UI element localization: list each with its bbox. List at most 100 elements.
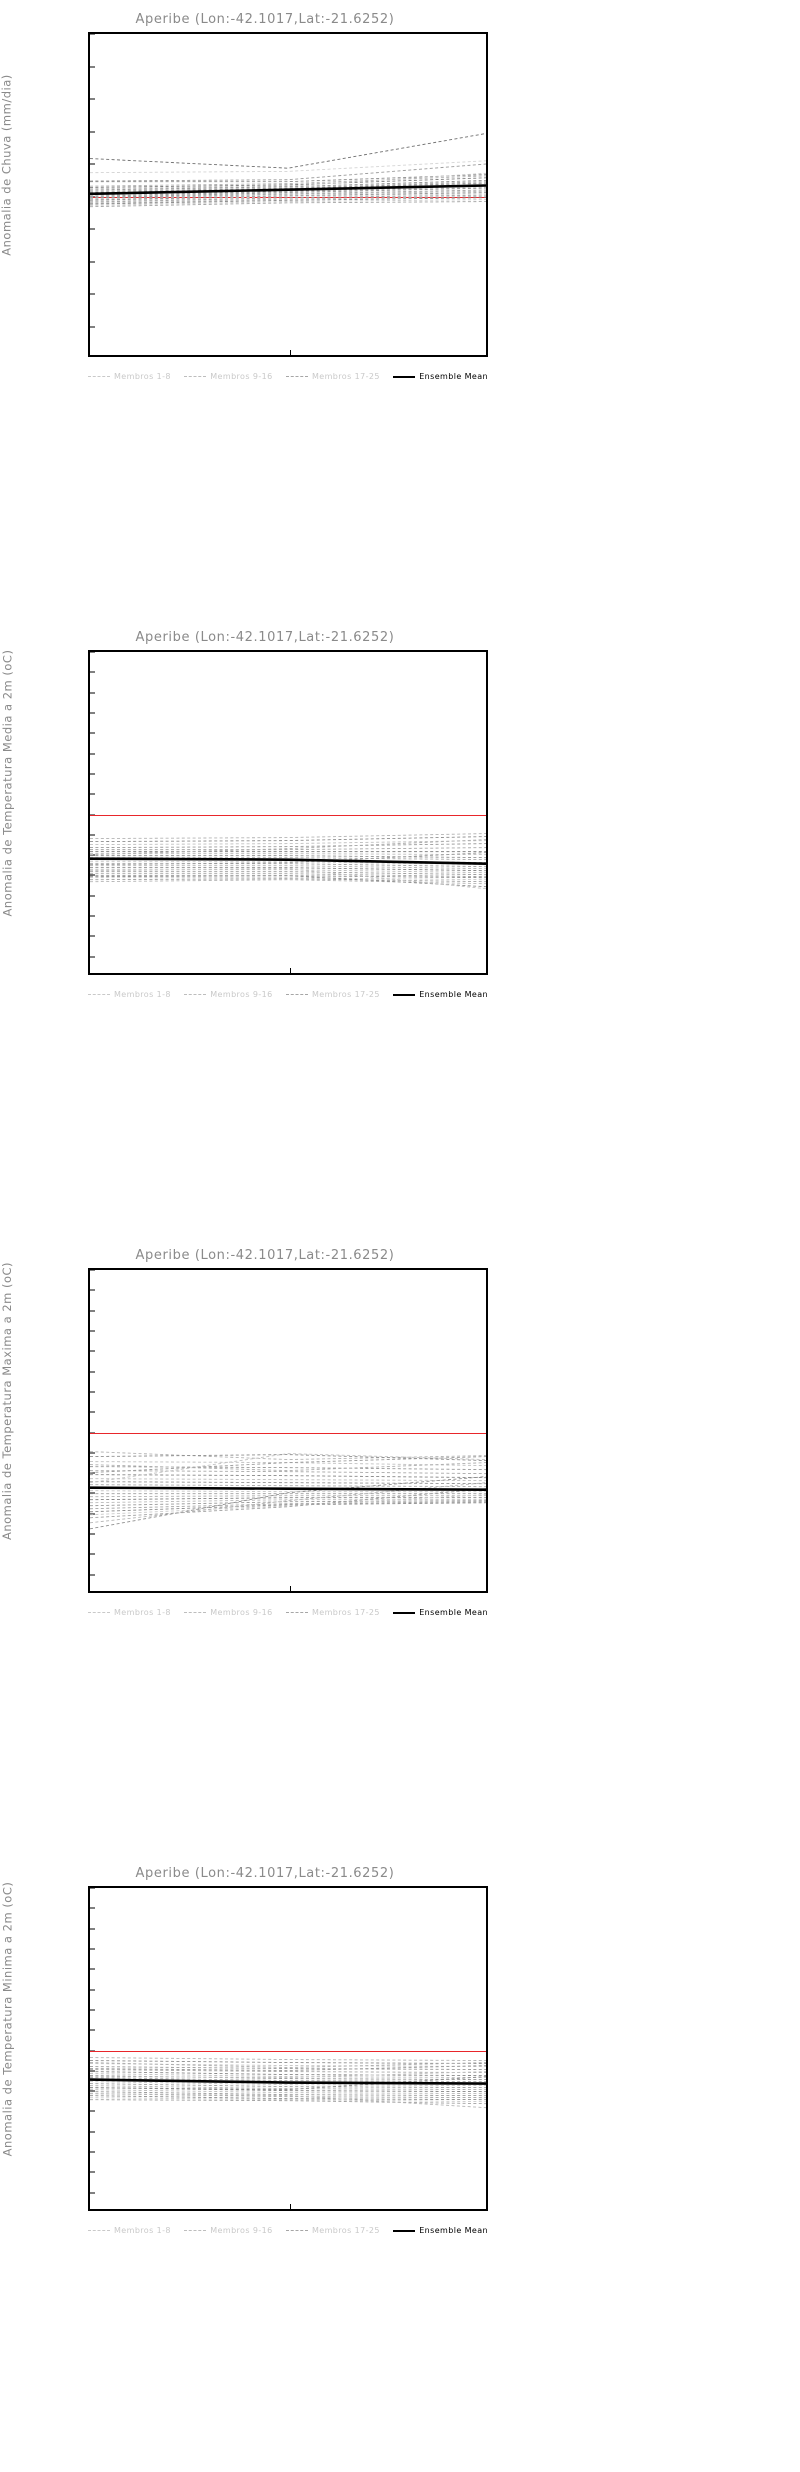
member-line: [90, 1462, 486, 1466]
member-line: [90, 876, 486, 887]
legend-label: Membros 1-8: [114, 2226, 171, 2235]
y-tick-mark: [90, 1888, 95, 1889]
member-line: [90, 1496, 486, 1497]
member-line: [90, 2094, 486, 2108]
member-line: [90, 2077, 486, 2090]
chart-legend: Membros 1-8 Membros 9-16 Membros 17-25 Ense…: [88, 990, 488, 999]
member-line: [90, 1477, 486, 1529]
member-line: [90, 2072, 486, 2076]
plot-frame: 876543210-1-2-3-4-5-6-7-8Jun/25Jul/25Ago…: [88, 1268, 488, 1593]
x-tick-label: Jun/25: [88, 1591, 116, 1593]
legend-item: Membros 1-8: [88, 2226, 171, 2235]
y-tick-mark: [90, 1928, 95, 1930]
member-line: [90, 868, 486, 871]
y-tick-mark: [90, 2131, 95, 2133]
y-axis-label: Anomalia de Chuva (mm/dia): [0, 0, 16, 330]
member-line: [90, 1501, 486, 1506]
plot-area: 876543210-1-2-3-4-5-6-7-8Jun/25Jul/25Ago…: [88, 1268, 488, 1593]
y-tick-mark: [90, 326, 95, 327]
member-line: [90, 853, 486, 865]
ensemble-mean-line: [90, 859, 486, 864]
y-tick-mark: [90, 1371, 95, 1373]
legend-dashed-line-swatch: [285, 2230, 308, 2231]
zero-reference-line: [90, 196, 486, 198]
member-line: [90, 1463, 486, 1471]
member-line: [90, 1452, 486, 1460]
member-line: [90, 182, 486, 192]
member-line: [90, 188, 486, 198]
chart-legend: Membros 1-8 Membros 9-16 Membros 17-25 Ense…: [88, 2226, 488, 2235]
member-line: [90, 2063, 486, 2068]
x-tick-label: Ago/25: [461, 355, 488, 357]
legend-item: Membros 17-25: [285, 372, 380, 381]
chart-title: Aperibe (Lon:-42.1017,Lat:-21.6252): [135, 12, 395, 27]
member-line: [90, 178, 486, 188]
member-line: [90, 879, 486, 882]
y-tick-mark: [90, 1391, 95, 1393]
legend-item: Ensemble Mean: [393, 2226, 488, 2235]
legend-label: Membros 9-16: [210, 1608, 273, 1617]
x-tick-label: Ago/25: [461, 973, 488, 975]
chart-title: Aperibe (Lon:-42.1017,Lat:-21.6252): [135, 1866, 395, 1881]
member-line: [90, 1498, 486, 1500]
member-line: [90, 876, 486, 878]
legend-solid-line-swatch: [393, 375, 416, 378]
legend-dashed-line-swatch: [285, 994, 308, 995]
legend-item: Membros 17-25: [285, 990, 380, 999]
legend-item: Membros 9-16: [184, 2226, 272, 2235]
y-tick-mark: [90, 2029, 95, 2031]
legend-dashed-line-swatch: [88, 2230, 110, 2231]
y-tick-mark: [90, 1968, 95, 1970]
member-line: [90, 2072, 486, 2078]
member-line: [90, 180, 486, 190]
plot-frame: 543210-1-2-3-4-5Jun/25Jul/25Ago/25: [88, 32, 488, 357]
member-line: [90, 190, 486, 198]
series-lines: [90, 1888, 486, 2209]
y-tick-mark: [90, 293, 95, 295]
legend-label: Membros 17-25: [311, 372, 380, 381]
ensemble-mean-line: [90, 1488, 486, 1490]
legend-item: Membros 9-16: [184, 1608, 272, 1617]
y-tick-mark: [90, 773, 95, 775]
x-tick-label: Jul/25: [276, 2209, 303, 2211]
member-line: [90, 1495, 486, 1515]
y-tick-mark: [90, 1289, 95, 1291]
member-line: [90, 1457, 486, 1473]
member-line: [90, 856, 486, 858]
legend-solid-line-swatch: [393, 2229, 416, 2232]
legend-dashed-line-swatch: [184, 2230, 207, 2231]
legend-dashed-line-swatch: [184, 376, 207, 377]
legend-label: Membros 17-25: [311, 2226, 380, 2235]
legend-label: Membros 17-25: [311, 990, 380, 999]
zero-reference-line: [90, 814, 486, 816]
member-line: [90, 191, 486, 199]
member-line: [90, 2082, 486, 2086]
legend-item: Membros 17-25: [285, 1608, 380, 1617]
legend-item: Membros 9-16: [184, 990, 272, 999]
legend-label: Membros 1-8: [114, 990, 171, 999]
member-line: [90, 194, 486, 202]
y-tick-mark: [90, 1411, 95, 1413]
member-line: [90, 200, 486, 206]
member-line: [90, 1491, 486, 1492]
x-tick-mark: [290, 2204, 291, 2209]
member-line: [90, 854, 486, 855]
y-tick-mark: [90, 895, 95, 897]
ensemble-mean-line: [90, 2080, 486, 2084]
legend-label: Ensemble Mean: [419, 2226, 488, 2235]
y-tick-mark: [90, 753, 95, 755]
y-tick-mark: [90, 2009, 95, 2011]
member-line: [90, 2058, 486, 2061]
y-axis-label-text: Anomalia de Temperatura Minima a 2m (oC): [0, 1881, 14, 2157]
legend-label: Ensemble Mean: [419, 1608, 488, 1617]
legend-solid-line-swatch: [393, 1611, 416, 1614]
legend-item: Membros 9-16: [184, 372, 272, 381]
y-tick-mark: [90, 834, 95, 836]
plot-area: 876543210-1-2-3-4-5-6-7-8Jun/25Jul/25Ago…: [88, 1886, 488, 2211]
y-tick-mark: [90, 2192, 95, 2194]
legend-label: Membros 9-16: [210, 990, 273, 999]
legend-dashed-line-swatch: [184, 994, 207, 995]
y-tick-mark: [90, 1452, 95, 1454]
member-line: [90, 1479, 486, 1481]
